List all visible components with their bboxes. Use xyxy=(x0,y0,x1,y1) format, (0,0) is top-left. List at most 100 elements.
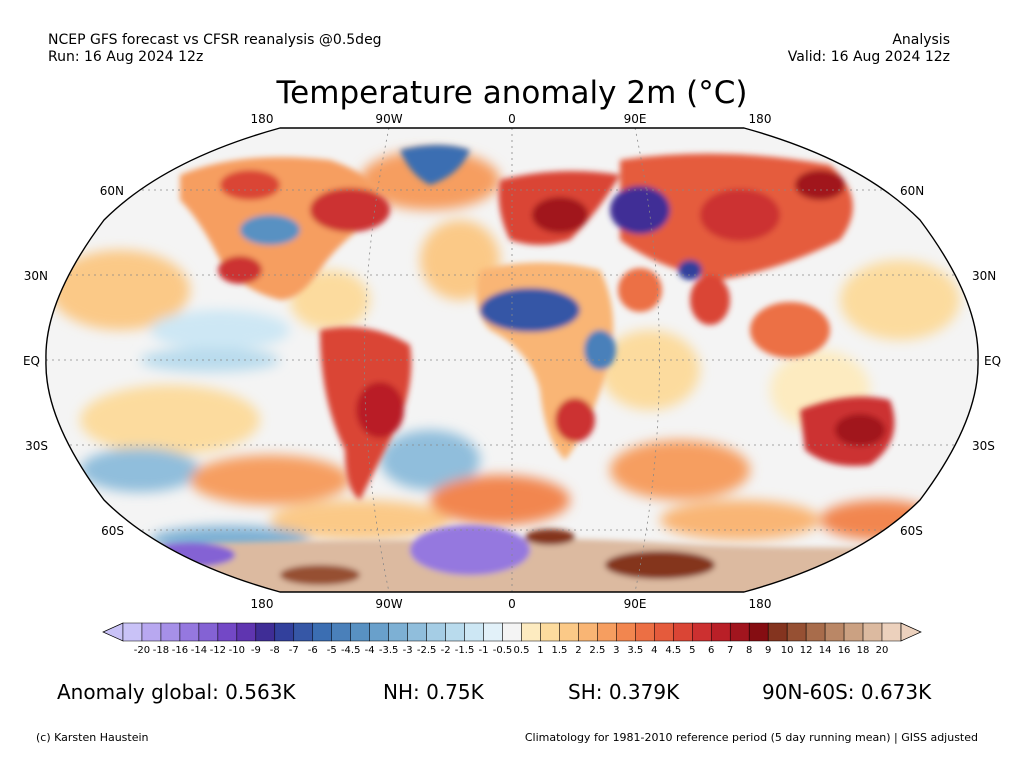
colorbar-tick-label: 3 xyxy=(613,645,620,656)
colorbar xyxy=(102,622,922,642)
lat-label-left-30n: 30N xyxy=(23,269,48,283)
colorbar-tick-label: 9 xyxy=(764,645,772,656)
valid-time: Valid: 16 Aug 2024 12z xyxy=(787,49,950,65)
anomaly-global: Anomaly global: 0.563K xyxy=(57,680,296,704)
colorbar-tick-label: 2 xyxy=(575,645,582,656)
colorbar-tick-label: 3.5 xyxy=(627,645,644,656)
colorbar-bin xyxy=(312,622,332,642)
model-description: NCEP GFS forecast vs CFSR reanalysis @0.… xyxy=(48,32,382,48)
colorbar-tick-label: -4 xyxy=(364,645,375,656)
colorbar-tick-label: 1.5 xyxy=(551,645,568,656)
colorbar-tick-label: 20 xyxy=(875,645,889,656)
colorbar-tick-label: 0.5 xyxy=(513,645,530,656)
colorbar-tick-label: 5 xyxy=(689,645,696,656)
colorbar-bin xyxy=(293,622,314,642)
colorbar-bin xyxy=(616,622,636,642)
globe-border xyxy=(45,127,979,593)
colorbar-tick-label: -14 xyxy=(190,645,208,656)
colorbar-bin xyxy=(445,622,465,642)
colorbar-tick-label: 8 xyxy=(746,645,753,656)
lon-label-top-180e: 180 xyxy=(748,112,772,126)
colorbar-tick-label: -10 xyxy=(228,645,246,656)
anomaly-field xyxy=(45,128,979,592)
colorbar-bin xyxy=(179,622,200,642)
lon-label-bottom-180w: 180 xyxy=(250,597,274,611)
colorbar-bin xyxy=(122,622,143,642)
colorbar-tick-label: 7 xyxy=(727,645,734,656)
lat-label-left-eq: EQ xyxy=(22,354,40,368)
colorbar-tick-label: -1.5 xyxy=(454,645,475,656)
colorbar-tick-label: -3 xyxy=(402,645,413,656)
colorbar-bin xyxy=(578,622,598,642)
colorbar-bin xyxy=(767,622,788,642)
anomaly-sh: SH: 0.379K xyxy=(568,680,680,704)
lon-label-top-180w: 180 xyxy=(250,112,274,126)
run-time: Run: 16 Aug 2024 12z xyxy=(48,49,204,65)
copyright: (c) Karsten Haustein xyxy=(36,731,149,744)
lon-label-top-0: 0 xyxy=(508,112,516,126)
colorbar-bin xyxy=(862,622,883,642)
colorbar-tick-label: -16 xyxy=(171,645,189,656)
colorbar-tick-label: 10 xyxy=(780,645,794,656)
colorbar-bin xyxy=(805,622,826,642)
colorbar-bin xyxy=(597,622,617,642)
colorbar-tick-label: -9 xyxy=(250,645,261,656)
colorbar-tick-label: 18 xyxy=(856,645,870,656)
colorbar-bin xyxy=(540,622,560,642)
lat-label-right-30s: 30S xyxy=(972,439,995,453)
colorbar-bin xyxy=(388,622,408,642)
lon-label-top-90e: 90E xyxy=(623,112,647,126)
lat-label-right-eq: EQ xyxy=(984,354,1002,368)
colorbar-bin xyxy=(881,622,902,642)
colorbar-tick-label: -7 xyxy=(288,645,299,656)
colorbar-tick-label: -2 xyxy=(440,645,451,656)
anomaly-nh: NH: 0.75K xyxy=(383,680,484,704)
colorbar-tick-label: 2.5 xyxy=(589,645,606,656)
colorbar-tick-label: -5 xyxy=(326,645,337,656)
lat-label-right-60n: 60N xyxy=(900,184,925,198)
colorbar-bin xyxy=(483,622,503,642)
colorbar-bin xyxy=(786,622,807,642)
colorbar-bin xyxy=(843,622,864,642)
colorbar-bin xyxy=(274,622,295,642)
colorbar-bin xyxy=(692,622,712,642)
lat-label-left-60s: 60S xyxy=(101,524,124,538)
colorbar-bin xyxy=(824,622,845,642)
lat-label-left-30s: 30S xyxy=(25,439,48,453)
colorbar-bin xyxy=(255,622,276,642)
colorbar-tick-label: 16 xyxy=(837,645,851,656)
colorbar-bin xyxy=(729,622,750,642)
colorbar-tick-label: -8 xyxy=(269,645,280,656)
anomaly-90n-60s: 90N-60S: 0.673K xyxy=(762,680,932,704)
colorbar-over-triangle xyxy=(900,622,922,642)
colorbar-bin xyxy=(236,622,257,642)
colorbar-bin xyxy=(710,622,731,642)
colorbar-tick-label: 12 xyxy=(799,645,813,656)
colorbar-bin xyxy=(635,622,655,642)
colorbar-bin xyxy=(426,622,446,642)
colorbar-bin xyxy=(160,622,181,642)
colorbar-tick-label: -1 xyxy=(478,645,489,656)
colorbar-bin xyxy=(748,622,769,642)
lon-label-bottom-90e: 90E xyxy=(623,597,647,611)
colorbar-tick-label: 4.5 xyxy=(665,645,682,656)
colorbar-bin xyxy=(369,622,389,642)
colorbar-tick-label: -12 xyxy=(209,645,227,656)
colorbar-bin xyxy=(141,622,162,642)
colorbar-tick-label: -20 xyxy=(133,645,151,656)
lat-label-left-60n: 60N xyxy=(99,184,124,198)
colorbar-tick-label: 1 xyxy=(537,645,544,656)
lon-label-top-90w: 90W xyxy=(375,112,403,126)
analysis-label: Analysis xyxy=(892,32,950,48)
colorbar-bin xyxy=(559,622,579,642)
colorbar-bin xyxy=(654,622,674,642)
colorbar-tick-label: 14 xyxy=(818,645,832,656)
colorbar-bin xyxy=(521,622,541,642)
colorbar-bin xyxy=(350,622,370,642)
colorbar-bin xyxy=(502,622,522,642)
colorbar-bin xyxy=(673,622,693,642)
colorbar-tick-label: -3.5 xyxy=(378,645,399,656)
lon-label-bottom-0: 0 xyxy=(508,597,516,611)
colorbar-tick-label: -18 xyxy=(152,645,170,656)
